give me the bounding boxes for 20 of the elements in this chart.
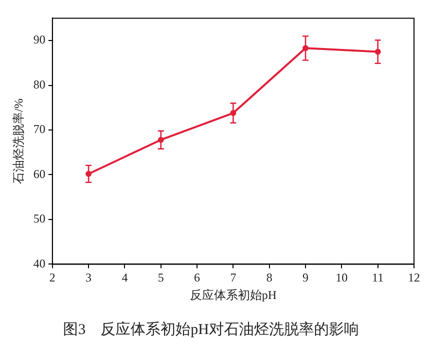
y-tick-label: 60 [33,166,46,181]
x-tick-label: 3 [86,270,92,285]
text: 图3 反应体系初始pH对石油烃洗脱率的影响 [63,320,359,338]
x-tick-label: 11 [372,270,384,285]
x-tick-label: 7 [230,270,236,285]
x-tick-label: 6 [194,270,200,285]
x-axis-title: 反应体系初始pH [190,288,277,302]
x-tick-label: 12 [408,270,420,285]
x-tick-label: 8 [266,270,272,285]
x-tick-label: 2 [49,270,56,285]
x-tick-label: 5 [158,270,164,285]
y-tick-label: 40 [33,256,46,270]
x-tick-label: 9 [302,270,309,285]
y-tick-label: 90 [33,32,46,47]
y-tick-label: 80 [33,77,46,92]
x-tick-label: 10 [336,270,348,285]
y-tick-label: 50 [33,212,46,226]
y-tick-label: 70 [33,122,46,136]
y-axis-title: 石油烃洗脱率/% [11,98,26,184]
x-tick-label: 4 [122,270,128,285]
